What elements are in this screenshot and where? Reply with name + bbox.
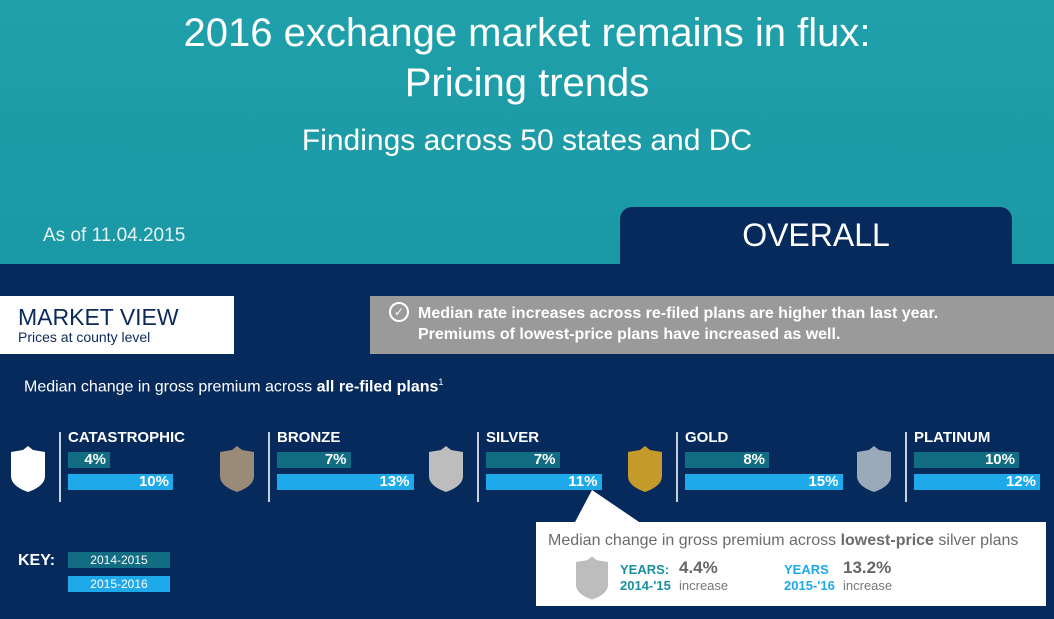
note-line-2: Premiums of lowest-price plans have incr… [418, 326, 841, 343]
callout-text: Median change in gross premium across [548, 532, 841, 549]
shield-icon [429, 446, 463, 492]
key-label: KEY: [18, 552, 56, 569]
value-1: 4.4% [679, 558, 718, 577]
footnote-marker: 1 [438, 377, 444, 387]
tier-name: SILVER [486, 429, 540, 446]
shield-icon [11, 446, 45, 492]
silver-shield-icon [576, 556, 608, 600]
title-line-1: 2016 exchange market remains in flux: [183, 11, 871, 55]
period-2: 2015-'16 [784, 578, 835, 593]
divider [676, 432, 678, 502]
bar-2015-2016: 15% [685, 474, 843, 490]
divider [268, 432, 270, 502]
tier-name: BRONZE [277, 429, 341, 446]
bar-2014-2015: 7% [486, 452, 560, 468]
page-subtitle: Findings across 50 states and DC [301, 124, 753, 157]
market-view-title-rest: VIEW [113, 304, 179, 330]
chart-lead-text: Median change in gross premium across al… [24, 377, 443, 396]
title-line-2: Pricing trends [404, 61, 650, 105]
bar-2015-2016: 13% [277, 474, 414, 490]
years-label-2: YEARS 2015-'16 [784, 562, 835, 594]
callout-pointer [574, 490, 642, 524]
callout-title: Median change in gross premium across lo… [548, 532, 1018, 550]
silver-callout: Median change in gross premium across lo… [536, 522, 1046, 606]
shield-icon [857, 446, 891, 492]
bar-2014-2015: 8% [685, 452, 769, 468]
header-banner: 2016 exchange market remains in flux: Pri… [0, 0, 1054, 264]
market-view-title: MARKET VIEW [18, 305, 234, 329]
callout-bold: lowest-price [840, 532, 934, 549]
bar-2014-2015: 10% [914, 452, 1019, 468]
lead-bold: all re-filed plans [316, 378, 439, 396]
tier-name: CATASTROPHIC [68, 429, 185, 446]
bar-2015-2016: 11% [486, 474, 602, 490]
market-view-title-bold: MARKET [18, 304, 114, 330]
key-2014-2015: 2014-2015 [68, 552, 170, 568]
note-line-1: Median rate increases across re-filed pl… [418, 305, 939, 322]
tab-overall[interactable]: OVERALL [620, 207, 1012, 267]
tier-name: GOLD [685, 429, 729, 446]
tier-name: PLATINUM [914, 429, 991, 446]
market-view-box: MARKET VIEW Prices at county level [0, 296, 234, 354]
bar-2014-2015: 7% [277, 452, 351, 468]
value-2: 13.2% [843, 558, 892, 577]
divider [59, 432, 61, 502]
unit-1: increase [679, 578, 729, 593]
years-1: YEARS: [620, 562, 670, 577]
checkmark-icon: ✓ [389, 302, 409, 322]
shield-icon [628, 446, 662, 492]
market-view-subtitle: Prices at county level [18, 329, 151, 345]
page-title: 2016 exchange market remains in flux: Pri… [0, 8, 1054, 108]
key-2015-2016: 2015-2016 [68, 576, 170, 592]
divider [905, 432, 907, 502]
lead-text: Median change in gross premium across [24, 378, 317, 396]
bar-2015-2016: 10% [68, 474, 173, 490]
as-of-date: As of 11.04.2015 [43, 225, 186, 246]
bar-2015-2016: 12% [914, 474, 1040, 490]
bar-2014-2015: 4% [68, 452, 110, 468]
divider [477, 432, 479, 502]
unit-2: increase [843, 578, 893, 593]
callout-rest: silver plans [933, 532, 1019, 549]
years-label-1: YEARS: 2014-'15 [620, 562, 671, 594]
period-1: 2014-'15 [620, 578, 671, 593]
shield-icon [220, 446, 254, 492]
key-finding-note: Median rate increases across re-filed pl… [370, 296, 1054, 354]
years-2: YEARS [784, 562, 829, 577]
